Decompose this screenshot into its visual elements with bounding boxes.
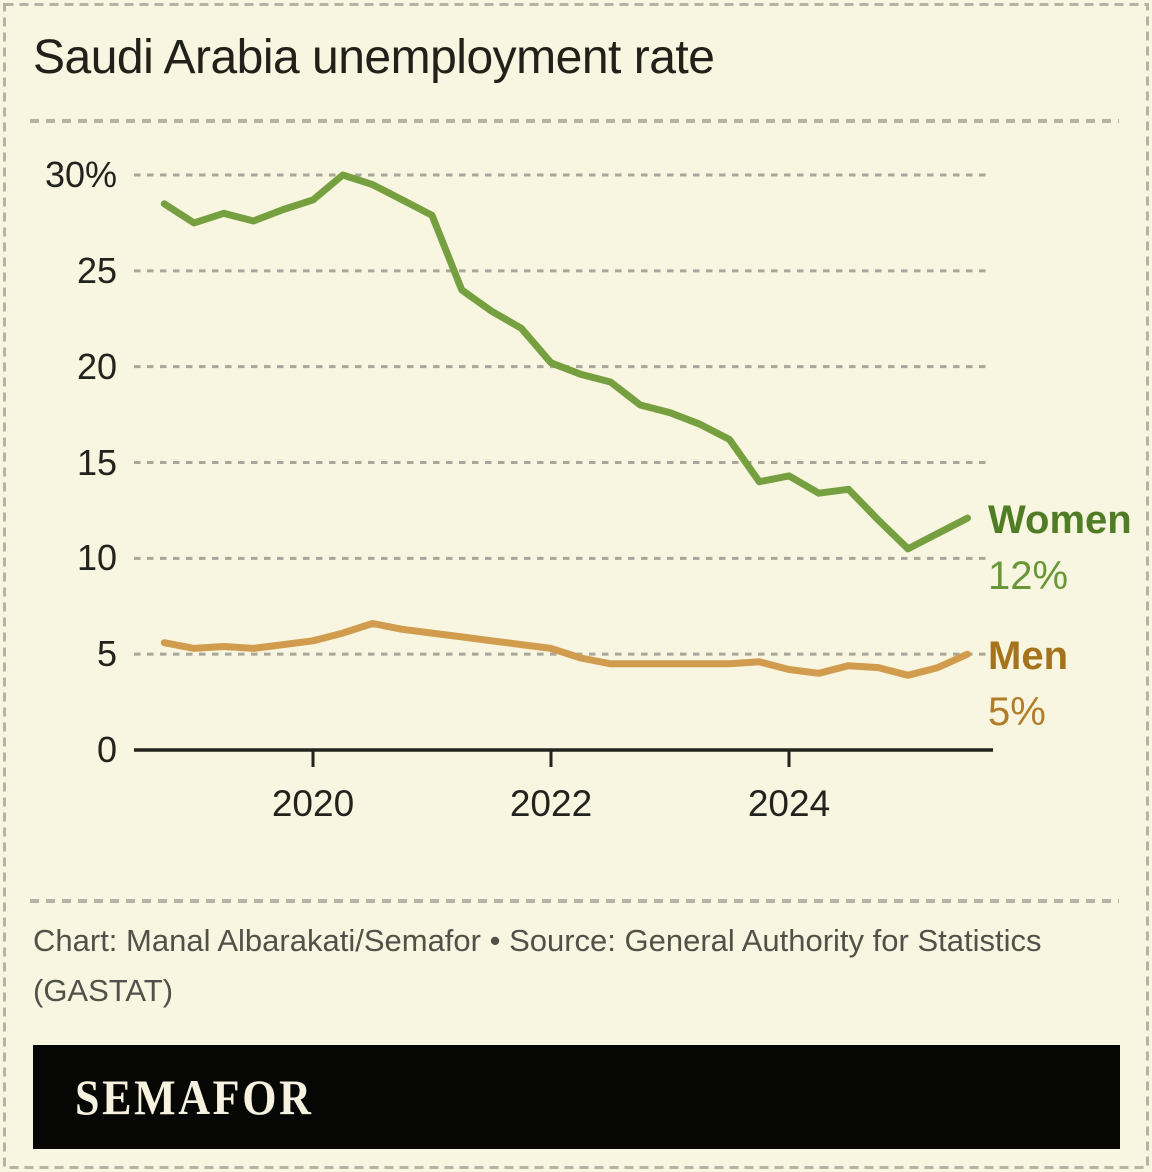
- semafor-logo: SEMAFOR: [75, 1069, 314, 1125]
- y-tick-label: 0: [96, 729, 117, 770]
- y-tick-label: 15: [76, 441, 117, 483]
- outer-dashed-border: [3, 3, 1149, 1169]
- men-series-label: Men: [988, 634, 1068, 679]
- y-tick-label: 10: [76, 537, 117, 579]
- y-tick-label: 5: [96, 633, 117, 675]
- women-line: [160, 171, 971, 553]
- semafor-banner: SEMAFOR: [33, 1045, 1120, 1149]
- men-line: [160, 620, 971, 679]
- men-latest-value: 5%: [988, 690, 1046, 735]
- x-tick-label: 2022: [509, 783, 593, 824]
- women-series-label: Women: [988, 498, 1132, 543]
- women-latest-value: 12%: [988, 554, 1069, 599]
- y-tick-label: 20: [76, 345, 117, 387]
- credit-source-text: Chart: Manal Albarakati/Semafor • Source…: [33, 923, 1042, 1008]
- x-tick-label: 2024: [747, 783, 831, 824]
- page-title: Saudi Arabia unemployment rate: [33, 31, 715, 84]
- x-tick-label: 2020: [271, 783, 355, 824]
- y-tick-label: 25: [76, 249, 117, 291]
- y-tick-label: 30%: [44, 154, 117, 195]
